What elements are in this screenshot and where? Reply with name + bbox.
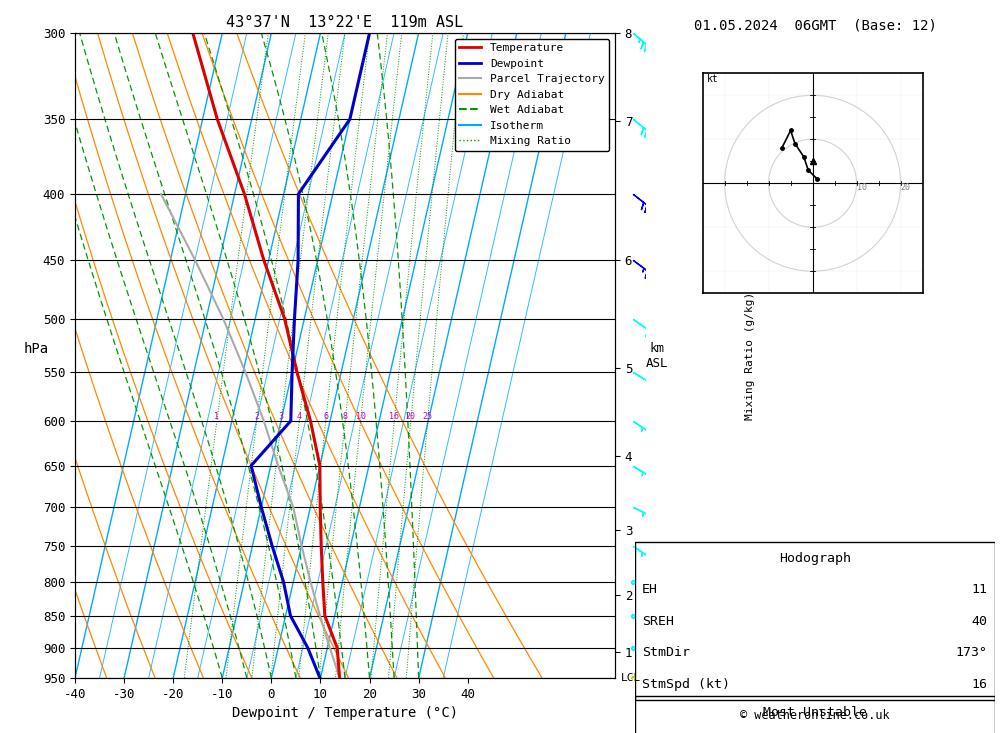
Title: 43°37'N  13°22'E  119m ASL: 43°37'N 13°22'E 119m ASL: [226, 15, 464, 31]
Text: 3: 3: [279, 412, 284, 421]
Y-axis label: hPa: hPa: [23, 342, 48, 356]
Text: 01.05.2024  06GMT  (Base: 12): 01.05.2024 06GMT (Base: 12): [694, 18, 936, 32]
Y-axis label: km
ASL: km ASL: [646, 342, 668, 369]
Text: Mixing Ratio (g/kg): Mixing Ratio (g/kg): [745, 292, 755, 419]
Text: 20: 20: [901, 183, 911, 192]
Text: 10: 10: [356, 412, 366, 421]
Text: 40: 40: [972, 615, 988, 627]
Text: Most Unstable: Most Unstable: [763, 706, 867, 718]
Bar: [635, 696, 995, 733]
Text: 16: 16: [389, 412, 399, 421]
X-axis label: Dewpoint / Temperature (°C): Dewpoint / Temperature (°C): [232, 707, 458, 721]
Text: SREH: SREH: [642, 615, 674, 627]
Text: 1: 1: [214, 412, 219, 421]
Text: 6: 6: [323, 412, 328, 421]
Text: StmSpd (kt): StmSpd (kt): [642, 678, 730, 690]
Text: LCL: LCL: [620, 673, 641, 683]
Text: 16: 16: [972, 678, 988, 690]
Text: 8: 8: [343, 412, 348, 421]
Text: 173°: 173°: [956, 647, 988, 659]
Text: 20: 20: [406, 412, 416, 421]
Legend: Temperature, Dewpoint, Parcel Trajectory, Dry Adiabat, Wet Adiabat, Isotherm, Mi: Temperature, Dewpoint, Parcel Trajectory…: [455, 39, 609, 151]
Text: 11: 11: [972, 583, 988, 596]
Text: Hodograph: Hodograph: [779, 552, 851, 564]
Text: EH: EH: [642, 583, 658, 596]
Text: StmDir: StmDir: [642, 647, 690, 659]
Text: 10: 10: [857, 183, 867, 192]
Text: 4: 4: [297, 412, 302, 421]
Text: kt: kt: [707, 74, 719, 84]
Text: © weatheronline.co.uk: © weatheronline.co.uk: [740, 709, 890, 722]
Text: 2: 2: [254, 412, 259, 421]
Text: 25: 25: [423, 412, 433, 421]
Bar: [635, 542, 995, 700]
